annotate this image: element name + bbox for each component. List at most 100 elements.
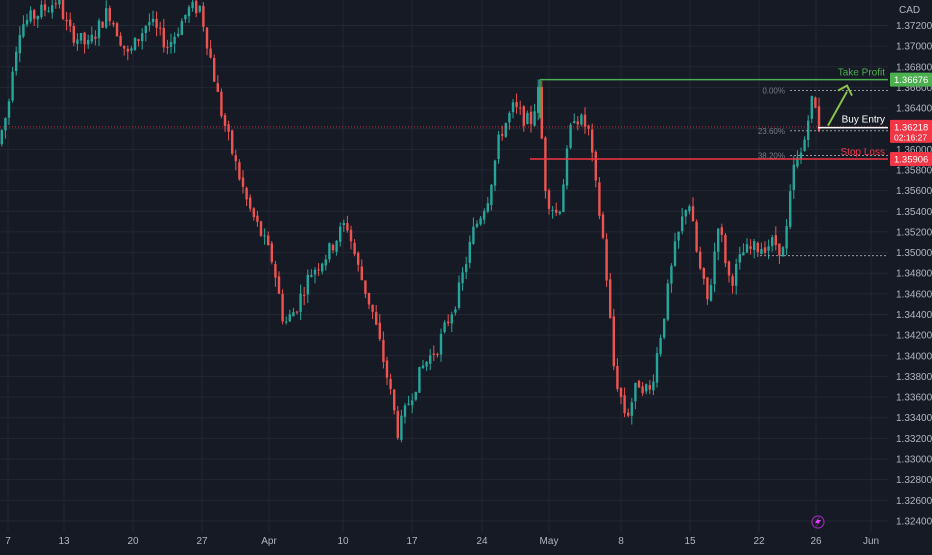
candle-body — [652, 381, 655, 391]
candle-body — [375, 312, 378, 325]
candle-body — [353, 242, 356, 255]
candle-body — [565, 148, 569, 186]
target-arrowhead-icon — [837, 84, 853, 97]
candle-body — [792, 164, 795, 190]
candle-body — [108, 8, 111, 22]
candle-body — [187, 7, 191, 17]
candle-body — [403, 405, 407, 417]
candle-body — [522, 106, 525, 126]
candle-body — [695, 221, 698, 252]
candle-body — [778, 243, 781, 256]
candle-body — [259, 221, 263, 236]
candle-body — [533, 111, 536, 126]
candle-body — [256, 215, 259, 222]
candle-body — [267, 235, 270, 245]
candle-body — [15, 51, 18, 71]
candle-body — [166, 46, 169, 48]
candle-body — [677, 231, 680, 241]
target-arrow-icon — [827, 91, 848, 127]
candle-body — [371, 304, 374, 312]
y-tick-label: 1.35200 — [896, 227, 932, 238]
candle-body — [169, 41, 173, 47]
candle-body — [720, 227, 723, 235]
candle-body — [450, 314, 453, 324]
candle-body — [691, 206, 695, 222]
candle-body — [598, 182, 601, 216]
candle-body — [306, 274, 309, 295]
candle-body — [436, 353, 439, 355]
candle-body — [396, 410, 399, 438]
candle-body — [162, 27, 165, 48]
candle-body — [378, 322, 381, 340]
y-tick-label: 1.36000 — [896, 145, 932, 156]
candle-body — [771, 237, 774, 247]
y-tick-label: 1.35600 — [896, 186, 932, 197]
candle-body — [36, 16, 39, 20]
candle-body — [400, 415, 403, 440]
candle-body — [321, 263, 324, 272]
candle-body — [76, 39, 79, 45]
candle-body — [29, 10, 32, 22]
candle-body — [270, 243, 273, 263]
candle-body — [501, 134, 504, 136]
candle-body — [281, 293, 284, 322]
y-tick-label: 1.37000 — [896, 42, 932, 53]
candle-body — [317, 269, 320, 271]
candle-body — [515, 101, 518, 107]
candle-body — [58, 0, 61, 5]
candle-body — [547, 190, 551, 209]
candle-body — [339, 226, 342, 242]
candle-body — [249, 197, 252, 209]
y-tick-label: 1.34200 — [896, 331, 932, 342]
candle-body — [817, 106, 821, 131]
candle-body — [97, 20, 101, 39]
candle-body — [205, 27, 209, 49]
candle-body — [245, 187, 248, 200]
x-tick-label: 26 — [810, 536, 822, 547]
x-tick-label: 24 — [476, 536, 488, 547]
current-price-tag-bg — [890, 119, 932, 143]
candle-body — [688, 206, 691, 212]
candle-body — [252, 208, 255, 218]
candle-body — [583, 114, 587, 127]
candle-body — [51, 5, 54, 13]
candle-body — [504, 123, 507, 137]
y-tick-label: 1.33800 — [896, 372, 932, 383]
candle-body — [342, 222, 345, 226]
candle-body — [47, 10, 50, 12]
fib-level-label: 38.20% — [758, 152, 785, 161]
candle-body — [472, 226, 475, 244]
candle-body — [425, 361, 428, 367]
candle-body — [663, 318, 666, 338]
candle-body — [619, 388, 623, 397]
candle-body — [655, 353, 659, 383]
y-tick-label: 1.35800 — [896, 165, 932, 176]
candle-body — [263, 235, 266, 237]
x-tick-label: 15 — [684, 536, 696, 547]
lightning-icon — [815, 517, 821, 527]
fib-level-label: 23.60% — [758, 127, 785, 136]
y-tick-label: 1.36600 — [896, 83, 932, 94]
candle-body — [25, 20, 29, 25]
candle-body — [439, 333, 443, 355]
candle-body — [540, 86, 543, 139]
candle-body — [367, 292, 371, 305]
candle-body — [385, 360, 389, 378]
candle-body — [796, 157, 799, 167]
buy-entry-label: Buy Entry — [842, 115, 885, 126]
candle-body — [475, 223, 479, 227]
candle-body — [112, 22, 115, 25]
candle-body — [814, 97, 817, 108]
candle-body — [745, 244, 749, 253]
candle-body — [69, 19, 72, 27]
candle-body — [699, 251, 702, 269]
candle-body — [555, 209, 558, 213]
candle-body — [785, 226, 788, 249]
candle-body — [684, 210, 687, 217]
stop-loss-price-tag: 1.35906 — [894, 155, 928, 166]
y-tick-label: 1.36400 — [896, 104, 932, 115]
candle-body — [447, 321, 450, 324]
candle-body — [105, 8, 108, 28]
